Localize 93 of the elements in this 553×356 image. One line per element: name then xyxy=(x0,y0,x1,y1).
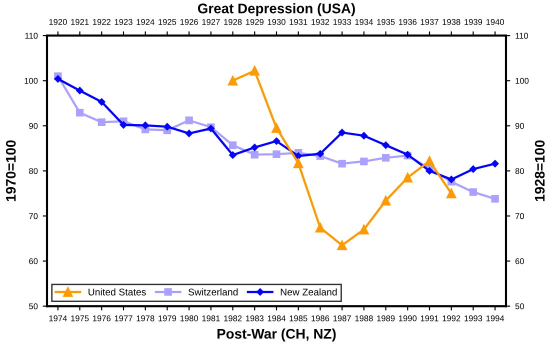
y-tick-label: 60 xyxy=(29,258,38,264)
x-tick-label: 1991 xyxy=(420,315,438,322)
point xyxy=(142,122,149,129)
x2-tick-label: 1940 xyxy=(486,19,504,25)
point xyxy=(316,150,324,158)
x2-tick-label: 1931 xyxy=(290,19,308,25)
x-tick-label: 1987 xyxy=(333,315,351,322)
y2-tick-label: 50 xyxy=(515,303,524,310)
y2-axis-title: 1928=100 xyxy=(534,140,545,202)
x2-tick-label: 1933 xyxy=(333,19,351,25)
point xyxy=(98,98,106,106)
point xyxy=(185,130,193,138)
x-tick-label: 1988 xyxy=(355,315,373,322)
x2-tick-label: 1921 xyxy=(71,19,89,25)
y2-tick-label: 100 xyxy=(516,78,529,84)
point xyxy=(98,118,106,126)
x2-tick-label: 1924 xyxy=(136,19,154,25)
point xyxy=(469,188,478,196)
x2-tick-label: 1927 xyxy=(202,19,220,25)
x2-tick-label: 1925 xyxy=(158,19,176,25)
x2-tick-label: 1922 xyxy=(93,19,110,25)
x-tick-label: 1992 xyxy=(442,315,460,322)
y-tick-label: 50 xyxy=(29,303,38,310)
x-tick-label: 1990 xyxy=(399,315,417,322)
x2-tick-label: 1928 xyxy=(224,19,242,25)
x2-tick-label: 1926 xyxy=(180,19,198,25)
point xyxy=(272,137,280,145)
point xyxy=(120,121,128,129)
point xyxy=(228,141,237,149)
x-tick-label: 1983 xyxy=(246,315,264,322)
point xyxy=(251,144,258,152)
point xyxy=(76,86,84,94)
legend-label: Switzerland xyxy=(188,288,238,296)
x2-tick-label: 1923 xyxy=(114,19,132,25)
point xyxy=(164,123,171,130)
y2-tick-label: 110 xyxy=(516,32,528,39)
point xyxy=(294,152,302,160)
y2-tick-label: 70 xyxy=(515,213,524,220)
point xyxy=(229,151,236,159)
point xyxy=(360,158,368,166)
legend-label: New Zealand xyxy=(280,288,337,296)
y2-tick-label: 90 xyxy=(515,122,524,129)
x-tick-label: 1986 xyxy=(312,315,330,322)
x-tick-label: 1989 xyxy=(377,315,395,322)
y2-tick-label: 80 xyxy=(515,168,524,174)
x2-tick-label: 1920 xyxy=(49,19,67,25)
y-tick-label: 80 xyxy=(29,168,38,174)
x2-tick-label: 1935 xyxy=(377,19,395,25)
x-tick-label: 1994 xyxy=(486,315,504,322)
point xyxy=(382,154,390,162)
x2-tick-label: 1932 xyxy=(312,19,330,25)
x2-tick-label: 1930 xyxy=(268,19,286,25)
y-axis-title: 1970=100 xyxy=(6,140,16,202)
point xyxy=(250,150,258,158)
point xyxy=(426,167,434,175)
point xyxy=(338,160,346,168)
x-tick-label: 1978 xyxy=(136,315,154,322)
point xyxy=(470,165,477,173)
x-tick-label: 1982 xyxy=(224,315,242,322)
x-tick-label: 1976 xyxy=(93,315,111,322)
x-tick-label: 1981 xyxy=(202,315,220,322)
y-tick-label: 110 xyxy=(25,32,38,39)
point xyxy=(272,150,280,158)
point xyxy=(491,160,499,168)
x2-tick-label: 1939 xyxy=(464,19,482,25)
point xyxy=(360,132,368,140)
x-tick-label: 1980 xyxy=(180,315,198,322)
point xyxy=(448,176,455,184)
x2-tick-label: 1938 xyxy=(442,19,460,25)
point xyxy=(185,116,193,124)
x-tick-label: 1974 xyxy=(49,315,67,322)
legend-label: United States xyxy=(88,288,146,296)
x2-tick-label: 1929 xyxy=(246,19,264,25)
x-tick-label: 1977 xyxy=(114,315,132,322)
x-tick-label: 1993 xyxy=(464,315,482,322)
y2-tick-label: 60 xyxy=(515,258,524,264)
x-tick-label: 1985 xyxy=(290,315,308,322)
x2-tick-label: 1937 xyxy=(420,19,438,25)
x2-tick-label: 1934 xyxy=(355,19,373,25)
x-tick-label: 1975 xyxy=(71,315,89,322)
y-tick-label: 100 xyxy=(24,78,38,84)
point xyxy=(382,142,390,149)
y-tick-label: 70 xyxy=(29,213,38,220)
point xyxy=(338,128,346,136)
point xyxy=(54,75,62,83)
point xyxy=(491,195,499,203)
x2-tick-label: 1936 xyxy=(399,19,417,25)
chart-title: Great Depression (USA) xyxy=(198,3,355,16)
x-tick-label: 1979 xyxy=(158,315,176,322)
x-axis-title: Post-War (CH, NZ) xyxy=(218,328,336,342)
point xyxy=(76,108,84,117)
y-tick-label: 90 xyxy=(29,122,38,129)
x-tick-label: 1984 xyxy=(268,315,286,322)
